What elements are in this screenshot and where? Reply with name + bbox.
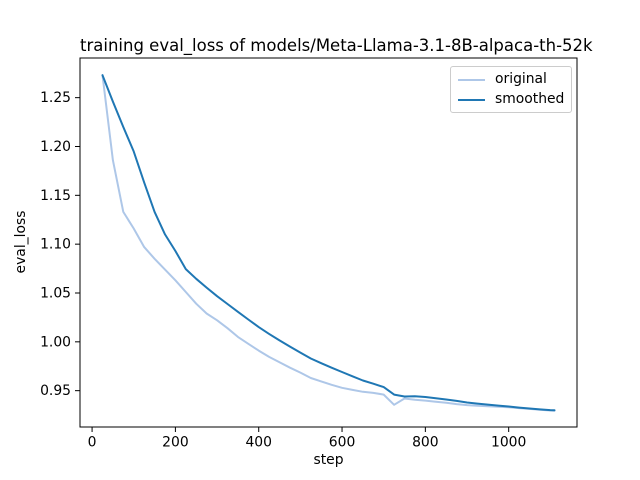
y-tick-label: 0.95 (40, 383, 71, 399)
y-tick-label: 1.15 (40, 188, 71, 204)
y-tick-label: 1.05 (40, 285, 71, 301)
legend-label-original: original (495, 71, 547, 87)
smoothed-line (101, 74, 556, 412)
x-tick-label: 400 (245, 435, 272, 451)
x-axis-label: step (313, 452, 344, 468)
x-tick-label: 0 (88, 435, 97, 451)
x-tick-label: 1000 (491, 435, 526, 451)
y-tick-label: 1.25 (40, 90, 71, 106)
original-line (101, 74, 556, 412)
y-tick-label: 1.20 (40, 139, 71, 155)
legend: original smoothed (450, 66, 572, 113)
y-axis-label: eval_loss (13, 210, 29, 274)
x-tick-label: 600 (329, 435, 356, 451)
legend-item-original: original (458, 71, 564, 88)
legend-line-sample-smoothed (458, 98, 485, 101)
legend-label-smoothed: smoothed (495, 91, 565, 107)
axes-frame (79, 57, 578, 428)
x-tick-label: 200 (162, 435, 189, 451)
chart-title: training eval_loss of models/Meta-Llama-… (80, 36, 593, 55)
legend-line-sample-original (458, 78, 485, 81)
x-tick-label: 800 (412, 435, 439, 451)
y-tick-label: 1.10 (40, 237, 71, 253)
y-tick-label: 1.00 (40, 334, 71, 350)
legend-item-smoothed: smoothed (458, 91, 564, 108)
